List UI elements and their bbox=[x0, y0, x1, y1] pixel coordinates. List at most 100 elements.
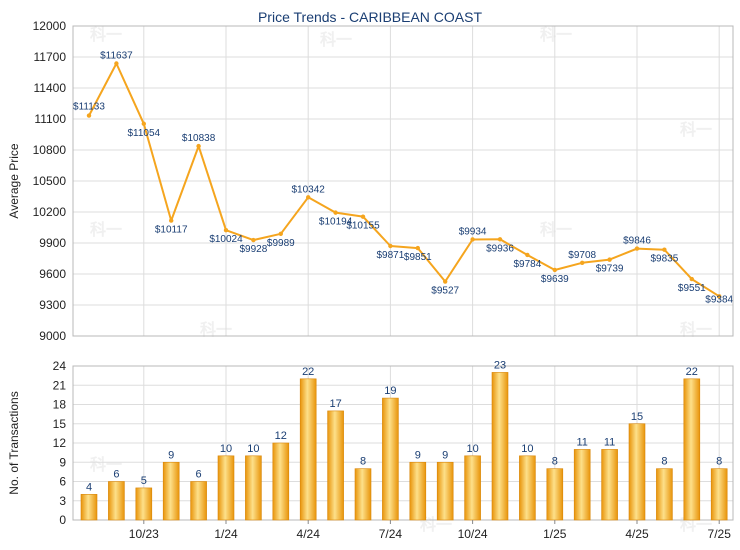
transactions-y-tick-label: 0 bbox=[59, 513, 66, 527]
transactions-panel: 24 21 18 15 12 9 6 3 0 No. of Transactions 4 6 5 9 6… bbox=[7, 359, 734, 541]
transaction-data-label: 11 bbox=[576, 436, 587, 448]
price-point bbox=[607, 257, 612, 262]
transactions-y-tick-label: 18 bbox=[53, 398, 67, 412]
price-data-label: $9934 bbox=[459, 226, 487, 237]
price-y-tick-label: 10500 bbox=[33, 174, 67, 188]
transaction-bar bbox=[272, 442, 290, 521]
price-point bbox=[251, 237, 256, 243]
price-y-axis-title: Average Price bbox=[7, 143, 21, 218]
transaction-bar bbox=[354, 468, 372, 521]
transaction-bars bbox=[80, 372, 728, 521]
svg-text:科一: 科一 bbox=[540, 25, 572, 44]
price-y-tick-label: 10800 bbox=[33, 143, 67, 157]
transaction-data-label: 8 bbox=[716, 456, 722, 468]
transaction-data-label: 10 bbox=[466, 443, 478, 455]
transaction-data-label: 22 bbox=[302, 366, 314, 378]
price-point bbox=[306, 195, 311, 200]
price-data-label: $10342 bbox=[292, 184, 326, 195]
transaction-data-label: 10 bbox=[220, 443, 232, 455]
transaction-data-label: 9 bbox=[168, 449, 174, 461]
price-point bbox=[86, 113, 92, 118]
transactions-grid bbox=[73, 365, 733, 521]
price-point bbox=[333, 210, 338, 215]
transaction-data-label: 10 bbox=[521, 443, 533, 455]
svg-text:科一: 科一 bbox=[680, 120, 712, 139]
price-point bbox=[580, 260, 585, 266]
price-points bbox=[86, 61, 722, 299]
price-data-label: $9708 bbox=[568, 250, 596, 261]
price-y-tick-label: 9300 bbox=[39, 298, 66, 312]
transaction-bar bbox=[80, 494, 98, 521]
transaction-data-labels: 4 6 5 9 6 10 10 12 22 17 8 19 9 9 10 23 10 8 11 11 15 8 22 8 bbox=[86, 359, 722, 493]
transaction-bar bbox=[519, 455, 536, 521]
price-plot-frame bbox=[72, 25, 734, 337]
transaction-bar bbox=[245, 455, 262, 521]
price-point bbox=[717, 294, 722, 299]
price-y-tick-label: 9600 bbox=[39, 267, 66, 281]
price-data-label: $9384 bbox=[705, 294, 733, 305]
transaction-bar bbox=[327, 410, 344, 521]
price-y-tick-label: 11700 bbox=[34, 50, 67, 64]
price-point bbox=[662, 247, 667, 252]
chart-title: Price Trends - CARIBBEAN COAST bbox=[258, 9, 483, 25]
transactions-y-tick-label: 21 bbox=[53, 378, 67, 392]
price-y-tick-label: 11400 bbox=[34, 81, 67, 95]
price-data-label: $9527 bbox=[431, 286, 459, 297]
transaction-bar bbox=[491, 372, 509, 521]
x-tick-label: 4/24 bbox=[297, 527, 321, 541]
transaction-bar bbox=[546, 468, 564, 521]
price-panel: 12000 11700 11400 11100 10800 10500 10200 9900 9… bbox=[7, 19, 734, 343]
transaction-data-label: 22 bbox=[686, 366, 698, 378]
transaction-data-label: 5 bbox=[141, 475, 147, 487]
price-point bbox=[552, 267, 557, 273]
transaction-bar bbox=[656, 468, 673, 521]
transaction-bar bbox=[108, 481, 125, 521]
price-data-label: $10838 bbox=[182, 133, 216, 144]
price-data-label: $11637 bbox=[100, 51, 133, 62]
transaction-data-label: 10 bbox=[247, 443, 259, 455]
price-data-label: $9784 bbox=[513, 259, 541, 270]
transaction-bar bbox=[628, 423, 646, 521]
transactions-y-tick-label: 12 bbox=[53, 436, 67, 450]
transaction-bar bbox=[299, 378, 317, 521]
transaction-data-label: 17 bbox=[329, 398, 341, 410]
svg-text:科一: 科一 bbox=[90, 25, 122, 44]
price-y-tick-label: 9000 bbox=[39, 329, 66, 343]
x-tick-label: 7/25 bbox=[708, 527, 732, 541]
price-data-label: $10117 bbox=[155, 225, 188, 236]
price-line-layer bbox=[88, 62, 720, 298]
price-data-label: $9871 bbox=[376, 250, 404, 261]
transaction-bar bbox=[135, 487, 153, 521]
transactions-y-tick-label: 3 bbox=[59, 494, 66, 508]
price-point bbox=[360, 214, 366, 219]
transactions-y-axis-title: No. of Transactions bbox=[7, 391, 21, 494]
transactions-y-tick-label: 9 bbox=[59, 455, 66, 469]
price-y-tick-label: 11100 bbox=[34, 112, 66, 126]
price-point bbox=[196, 143, 201, 149]
price-data-label: $11054 bbox=[127, 128, 160, 139]
svg-text:科一: 科一 bbox=[540, 220, 572, 239]
transaction-bar bbox=[601, 449, 618, 521]
transactions-y-axis-ticks: 24 21 18 15 12 9 6 3 0 bbox=[53, 359, 67, 527]
price-point bbox=[443, 279, 448, 284]
svg-text:科一: 科一 bbox=[90, 455, 122, 474]
transaction-bar bbox=[382, 397, 399, 521]
transaction-data-label: 12 bbox=[275, 430, 287, 442]
price-y-tick-label: 9900 bbox=[39, 236, 66, 250]
price-point bbox=[689, 276, 694, 282]
transaction-data-label: 8 bbox=[552, 456, 558, 468]
price-point bbox=[141, 121, 146, 126]
price-data-label: $10194 bbox=[319, 217, 353, 228]
price-data-label: $10155 bbox=[346, 221, 380, 232]
transaction-data-label: 8 bbox=[360, 456, 366, 468]
transaction-data-label: 23 bbox=[494, 359, 506, 371]
price-y-tick-label: 12000 bbox=[33, 19, 67, 33]
transaction-data-label: 4 bbox=[86, 481, 92, 493]
svg-text:科一: 科一 bbox=[680, 320, 712, 339]
price-data-label: $9989 bbox=[267, 238, 295, 249]
price-point bbox=[525, 252, 530, 258]
price-point bbox=[634, 246, 640, 251]
price-data-labels: $11133 $11637 $11054 $10117 $10838 $10024$992… bbox=[73, 51, 733, 306]
price-data-label: $9928 bbox=[239, 244, 267, 255]
